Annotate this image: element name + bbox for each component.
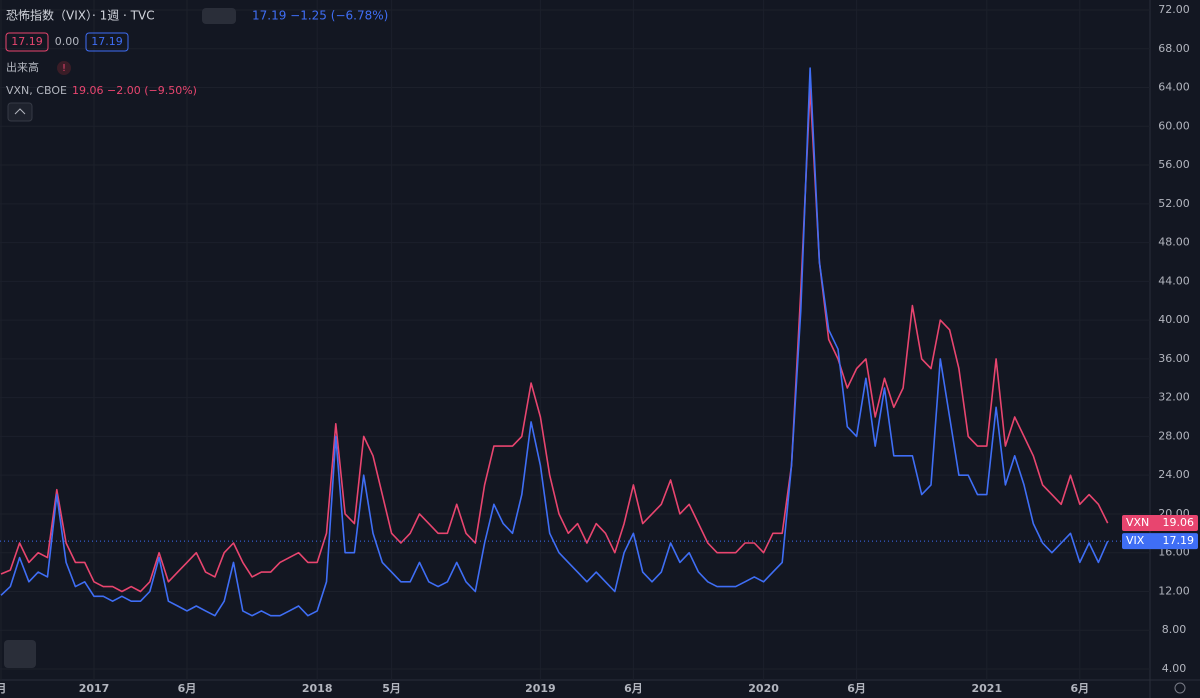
series-line <box>0 86 1109 593</box>
y-tick-label: 60.00 <box>1158 119 1190 132</box>
price-tag-value: 17.19 <box>1163 534 1195 547</box>
y-tick-label: 32.00 <box>1158 391 1190 404</box>
y-tick-label: 48.00 <box>1158 236 1190 249</box>
collapse-icon <box>14 108 26 115</box>
price-tag-value: 19.06 <box>1163 516 1195 529</box>
price-tag-name: VXN <box>1126 516 1149 529</box>
mid-value: 0.00 <box>55 35 80 48</box>
series-line <box>0 67 1109 617</box>
y-tick-label: 72.00 <box>1158 3 1190 16</box>
open-value: 17.19 <box>11 35 43 48</box>
y-tick-label: 8.00 <box>1162 623 1187 636</box>
x-tick-label: 6月 <box>1070 682 1089 695</box>
warning-mark: ! <box>62 63 66 74</box>
collapse-button[interactable] <box>7 102 33 122</box>
volume-label[interactable]: 出来高 <box>6 60 39 74</box>
y-tick-label: 4.00 <box>1162 662 1187 675</box>
x-tick-label: 2020 <box>748 682 779 695</box>
y-tick-label: 12.00 <box>1158 584 1190 597</box>
y-tick-label: 28.00 <box>1158 429 1190 442</box>
close-box <box>85 32 129 52</box>
x-tick-label: 月 <box>0 682 7 695</box>
warning-icon[interactable] <box>57 61 71 75</box>
x-tick-label: 2021 <box>971 682 1002 695</box>
y-tick-label: 44.00 <box>1158 274 1190 287</box>
compare-toggle[interactable] <box>202 8 236 24</box>
price-tag <box>1122 515 1198 532</box>
price-tag-name: VIX <box>1126 534 1145 547</box>
y-tick-label: 52.00 <box>1158 197 1190 210</box>
open-box <box>5 32 49 52</box>
x-tick-label: 6月 <box>847 682 866 695</box>
compare-symbol[interactable]: VXN, CBOE <box>6 84 67 97</box>
compare-change: 19.06 −2.00 (−9.50%) <box>72 84 197 97</box>
tv-logo[interactable] <box>4 640 36 668</box>
symbol-change: 17.19 −1.25 (−6.78%) <box>252 9 388 23</box>
x-tick-label: 2017 <box>79 682 110 695</box>
x-tick-label: 6月 <box>178 682 197 695</box>
grid <box>0 0 1150 680</box>
y-tick-label: 40.00 <box>1158 313 1190 326</box>
settings-icon[interactable] <box>1174 682 1186 694</box>
y-tick-label: 68.00 <box>1158 42 1190 55</box>
y-tick-label: 56.00 <box>1158 158 1190 171</box>
x-tick-label: 6月 <box>624 682 643 695</box>
close-value: 17.19 <box>91 35 123 48</box>
y-tick-label: 24.00 <box>1158 468 1190 481</box>
plot <box>0 67 1150 617</box>
symbol-title[interactable]: 恐怖指数（VIX）· 1週 · TVC <box>6 8 155 23</box>
price-tag <box>1122 533 1198 550</box>
y-tick-label: 36.00 <box>1158 352 1190 365</box>
x-tick-label: 5月 <box>382 682 401 695</box>
x-tick-label: 2018 <box>302 682 333 695</box>
x-tick-label: 2019 <box>525 682 556 695</box>
y-tick-label: 64.00 <box>1158 81 1190 94</box>
